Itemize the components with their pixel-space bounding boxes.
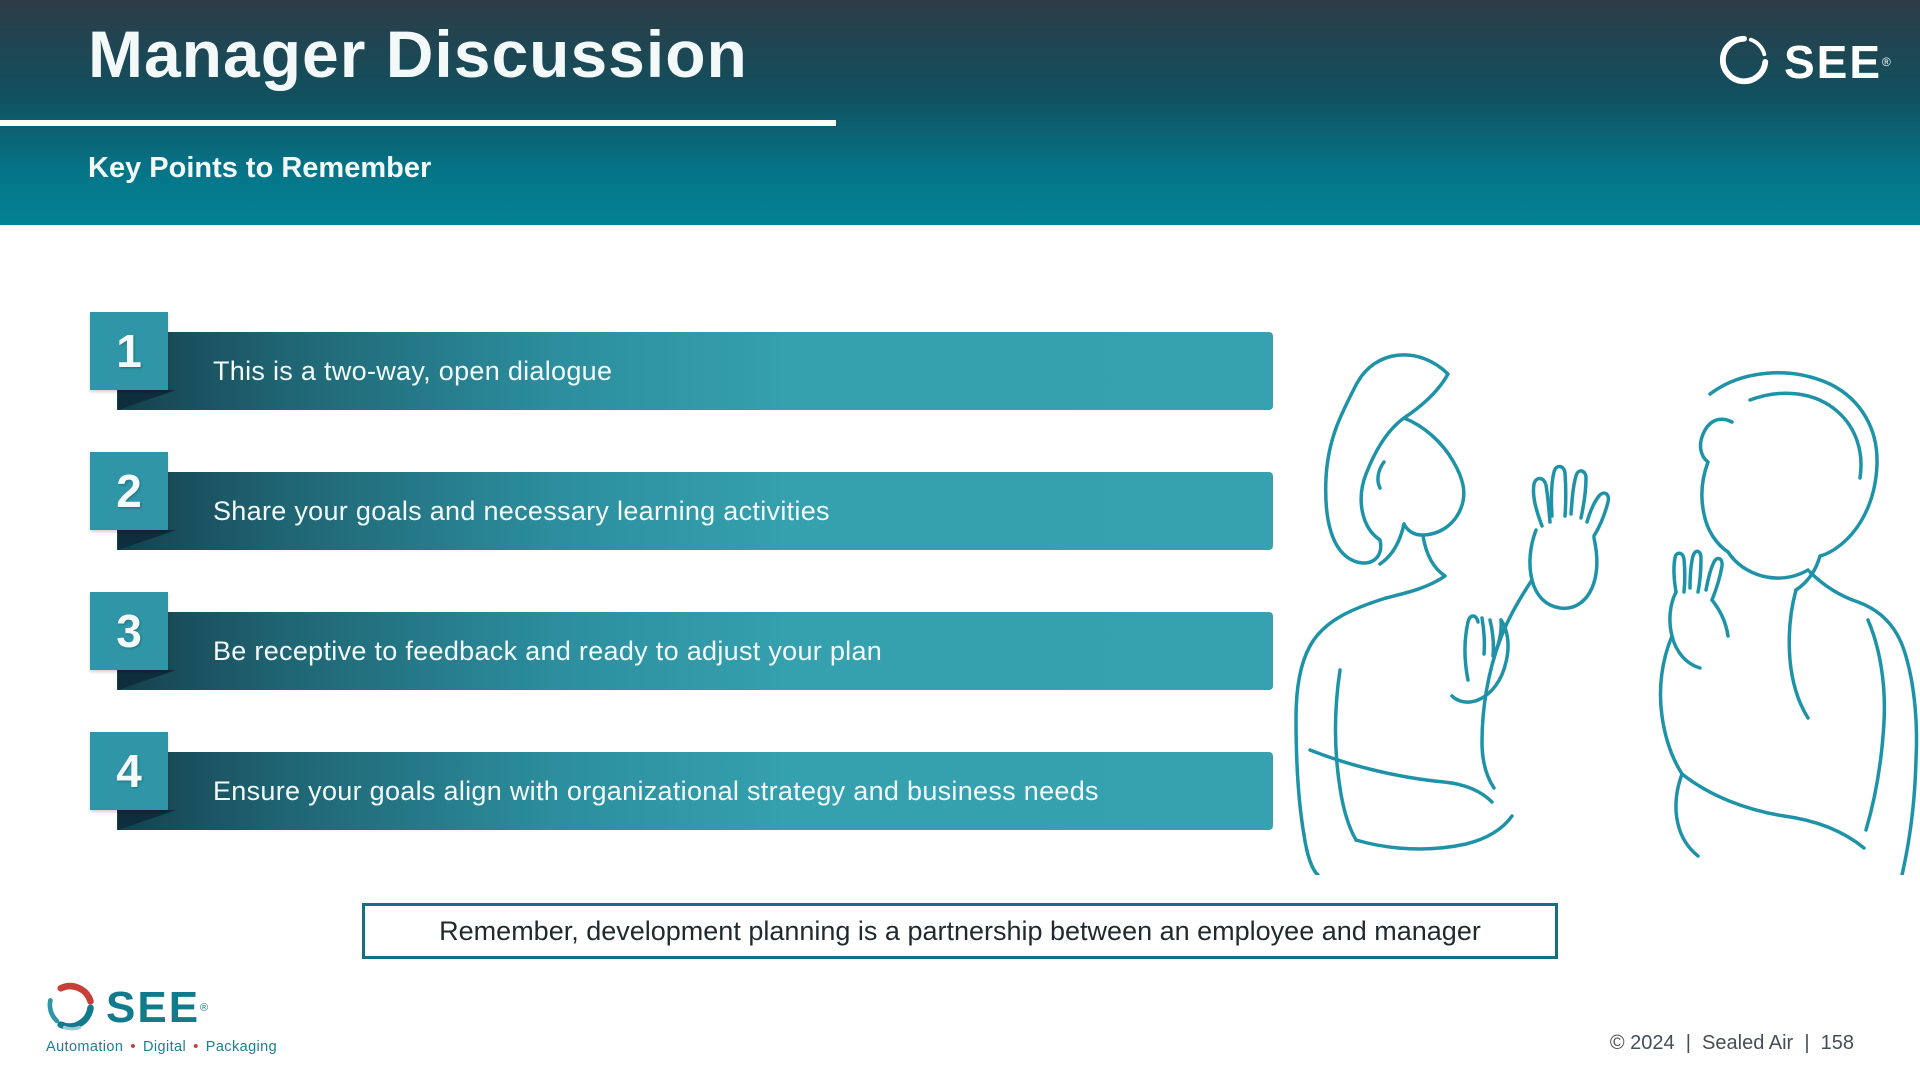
tagline-word: Packaging [205, 1038, 278, 1055]
key-point-number: 1 [116, 325, 142, 377]
key-point-number: 3 [116, 605, 142, 657]
tagline-word: Automation [46, 1038, 124, 1055]
see-logo-footer: SEE ® Automation • Digital • Packaging [42, 978, 277, 1058]
registered-mark: ® [1882, 55, 1891, 69]
see-logo-wordmark: SEE [1784, 36, 1883, 88]
ribbon-bar: Share your goals and necessary learning … [117, 472, 1273, 550]
two-people-talking-illustration [1280, 330, 1920, 877]
key-point-ribbon-4: Ensure your goals align with organizatio… [0, 732, 1920, 852]
key-point-text: Ensure your goals align with organizatio… [213, 775, 1099, 806]
key-point-text: Be receptive to feedback and ready to ad… [213, 635, 883, 666]
see-logo-header: SEE ® [1716, 30, 1892, 94]
key-point-ribbon-2: Share your goals and necessary learning … [0, 452, 1920, 572]
tagline-bullet: • [130, 1038, 137, 1055]
page-title: Manager Discussion [88, 17, 748, 91]
ribbon-bar: This is a two-way, open dialogue [117, 332, 1273, 410]
key-point-ribbon-3: Be receptive to feedback and ready to ad… [0, 592, 1920, 712]
number-tab: 4 [90, 732, 168, 810]
footer-copyright-page-number: © 2024 | Sealed Air | 158 [1609, 1032, 1854, 1054]
key-point-number: 2 [116, 465, 142, 517]
logo-tagline: Automation • Digital • Packaging [46, 1038, 277, 1055]
number-tab: 2 [90, 452, 168, 530]
tagline-word: Digital [143, 1038, 187, 1055]
title-underline [0, 120, 836, 126]
see-logo-wordmark: SEE [106, 983, 201, 1032]
ribbon-bar: Be receptive to feedback and ready to ad… [117, 612, 1273, 690]
ribbon-bar: Ensure your goals align with organizatio… [117, 752, 1273, 830]
see-logo-mark-icon [1716, 31, 1774, 94]
key-point-text: This is a two-way, open dialogue [213, 355, 613, 386]
see-logo-mark-icon [42, 978, 98, 1039]
key-point-text: Share your goals and necessary learning … [213, 495, 830, 526]
page-subtitle: Key Points to Remember [88, 152, 432, 184]
number-tab: 1 [90, 312, 168, 390]
callout-text: Remember, development planning is a part… [439, 915, 1481, 946]
tagline-bullet: • [193, 1038, 199, 1055]
callout-box: Remember, development planning is a part… [362, 903, 1558, 959]
header-band: Manager Discussion Key Points to Remembe… [0, 0, 1920, 225]
key-point-ribbon-1: This is a two-way, open dialogue 1 [0, 312, 1920, 432]
key-point-number: 4 [116, 745, 142, 797]
registered-mark: ® [200, 1002, 209, 1014]
number-tab: 3 [90, 592, 168, 670]
